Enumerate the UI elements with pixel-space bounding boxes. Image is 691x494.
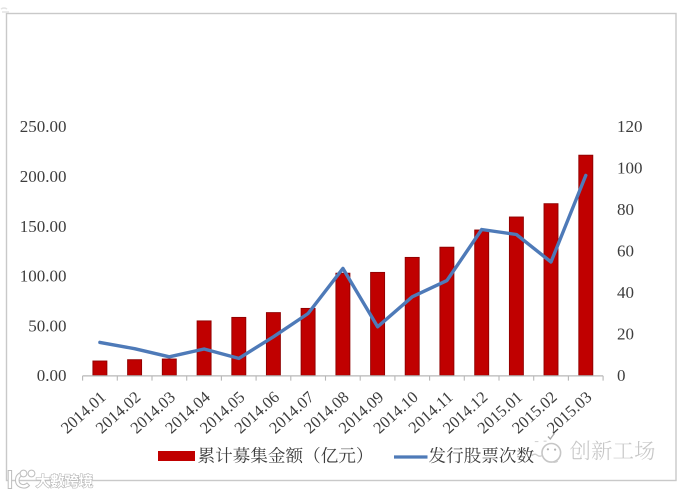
svg-text:100.00: 100.00 (20, 267, 67, 286)
svg-text:200.00: 200.00 (20, 167, 67, 186)
svg-text:20: 20 (617, 325, 634, 344)
svg-text:250.00: 250.00 (20, 117, 67, 136)
svg-text:60: 60 (617, 242, 634, 261)
svg-text:0: 0 (617, 366, 626, 385)
svg-text:80: 80 (617, 200, 634, 219)
svg-text:0.00: 0.00 (37, 366, 67, 385)
svg-text:50.00: 50.00 (28, 316, 66, 335)
svg-text:150.00: 150.00 (20, 217, 67, 236)
svg-text:40: 40 (617, 283, 634, 302)
svg-text:120: 120 (617, 117, 643, 136)
svg-text:100: 100 (617, 159, 643, 178)
